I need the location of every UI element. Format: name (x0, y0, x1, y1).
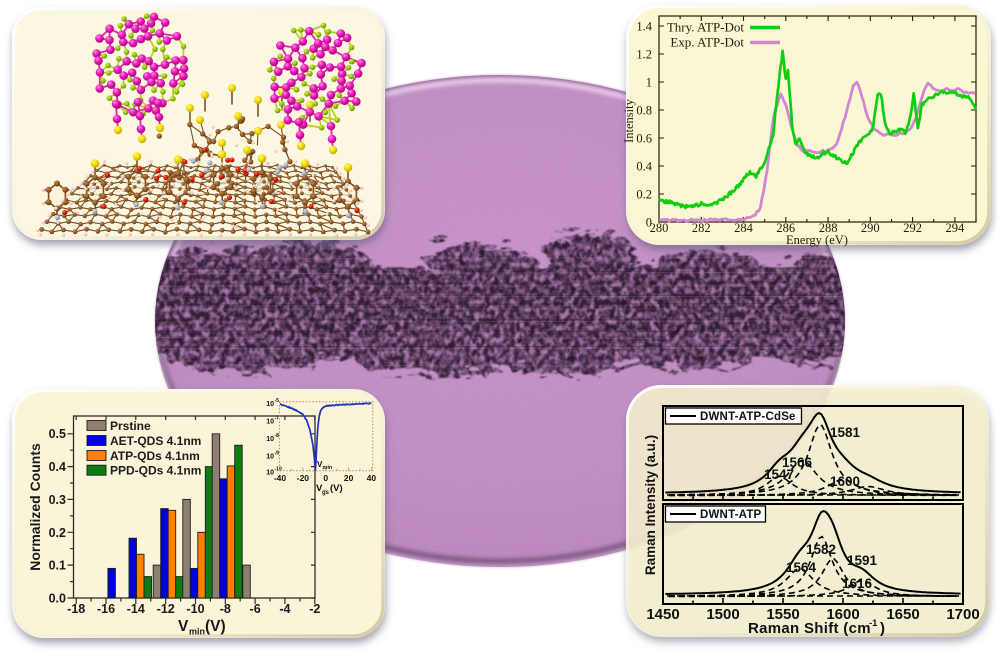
svg-text:1650: 1650 (886, 606, 919, 623)
svg-text:min: min (189, 627, 205, 637)
svg-text:1582: 1582 (806, 542, 836, 557)
svg-text:290: 290 (861, 221, 880, 235)
svg-text:294: 294 (946, 221, 966, 235)
svg-text:-4: -4 (279, 602, 290, 616)
svg-text:1600: 1600 (830, 474, 860, 489)
svg-text:DWNT-ATP: DWNT-ATP (700, 509, 762, 521)
svg-text:10: 10 (266, 454, 274, 461)
svg-text:-6: -6 (250, 602, 261, 616)
svg-text:280: 280 (650, 221, 669, 235)
svg-text:10: 10 (266, 401, 274, 408)
svg-text:-10: -10 (275, 467, 282, 473)
svg-text:Energy (eV): Energy (eV) (786, 233, 848, 247)
svg-text:0.1: 0.1 (49, 559, 66, 573)
svg-text:-9: -9 (275, 451, 280, 457)
svg-text:1564: 1564 (786, 560, 817, 575)
svg-text:-12: -12 (157, 602, 175, 616)
svg-text:20: 20 (344, 473, 354, 483)
svg-text:0.8: 0.8 (636, 104, 652, 118)
svg-text:-2: -2 (309, 602, 320, 616)
svg-text:DWNT-ATP-CdSe: DWNT-ATP-CdSe (700, 411, 796, 423)
svg-text:Raman Intensity (a.u.): Raman Intensity (a.u.) (643, 435, 658, 575)
svg-text:10: 10 (266, 436, 274, 443)
svg-text:10: 10 (266, 470, 274, 477)
svg-text:1700: 1700 (946, 606, 979, 623)
svg-text:gs: gs (322, 490, 330, 496)
svg-text:-5: -5 (275, 398, 280, 404)
svg-text:1450: 1450 (646, 606, 679, 623)
svg-text:-7: -7 (275, 416, 280, 422)
svg-text:0.6: 0.6 (636, 132, 652, 146)
svg-text:0.0: 0.0 (49, 592, 66, 606)
svg-text:-10: -10 (186, 602, 204, 616)
svg-text:1.4: 1.4 (636, 20, 652, 34)
svg-text:Raman Shift (cm: Raman Shift (cm (748, 620, 871, 637)
svg-text:1616: 1616 (842, 576, 873, 591)
svg-text:(V): (V) (205, 618, 226, 635)
svg-text:min: min (323, 465, 333, 471)
svg-text:288: 288 (819, 221, 838, 235)
svg-text:10: 10 (266, 419, 274, 426)
svg-text:1500: 1500 (706, 606, 739, 623)
svg-text:-8: -8 (275, 433, 280, 439)
svg-text:0.4: 0.4 (49, 460, 66, 474)
svg-text:292: 292 (903, 221, 922, 235)
svg-text:1: 1 (646, 76, 652, 90)
svg-text:0.2: 0.2 (49, 526, 66, 540)
svg-text:0.3: 0.3 (49, 493, 66, 507)
svg-text:Prstine: Prstine (110, 419, 151, 433)
svg-text:ATP-QDs 4.1nm: ATP-QDs 4.1nm (110, 449, 200, 463)
svg-text:286: 286 (776, 221, 795, 235)
svg-text:1550: 1550 (766, 606, 799, 623)
svg-text:V: V (317, 460, 323, 469)
svg-text:-8: -8 (220, 602, 231, 616)
svg-text:0: 0 (323, 473, 328, 483)
svg-text:Normalized Counts: Normalized Counts (27, 443, 43, 571)
svg-text:284: 284 (734, 221, 754, 235)
svg-text:-20: -20 (297, 473, 310, 483)
svg-text:): ) (880, 620, 885, 637)
svg-text:Exp. ATP-Dot: Exp. ATP-Dot (670, 35, 744, 50)
svg-text:-40: -40 (274, 473, 287, 483)
svg-text:1.2: 1.2 (636, 48, 652, 62)
svg-text:AET-QDS 4.1nm: AET-QDS 4.1nm (110, 434, 201, 448)
svg-text:(V): (V) (330, 483, 343, 494)
svg-text:-16: -16 (97, 602, 115, 616)
svg-text:-14: -14 (127, 602, 145, 616)
svg-text:0.5: 0.5 (49, 427, 66, 441)
svg-text:Thry. ATP-Dot: Thry. ATP-Dot (667, 20, 745, 35)
svg-text:Intensity: Intensity (622, 98, 636, 142)
svg-text:0: 0 (646, 216, 652, 230)
svg-text:1547: 1547 (764, 467, 794, 482)
svg-text:0.4: 0.4 (636, 160, 652, 174)
svg-text:1566: 1566 (782, 455, 813, 470)
svg-text:1591: 1591 (847, 553, 878, 568)
svg-text:282: 282 (692, 221, 711, 235)
svg-text:PPD-QDs 4.1nm: PPD-QDs 4.1nm (110, 464, 201, 478)
svg-text:-1: -1 (869, 618, 878, 629)
svg-text:1600: 1600 (826, 606, 859, 623)
svg-text:-18: -18 (67, 602, 85, 616)
svg-text:1581: 1581 (830, 425, 861, 440)
svg-text:V: V (178, 618, 189, 635)
svg-text:40: 40 (367, 473, 377, 483)
svg-text:0.2: 0.2 (636, 188, 652, 202)
svg-text:V: V (316, 483, 323, 494)
